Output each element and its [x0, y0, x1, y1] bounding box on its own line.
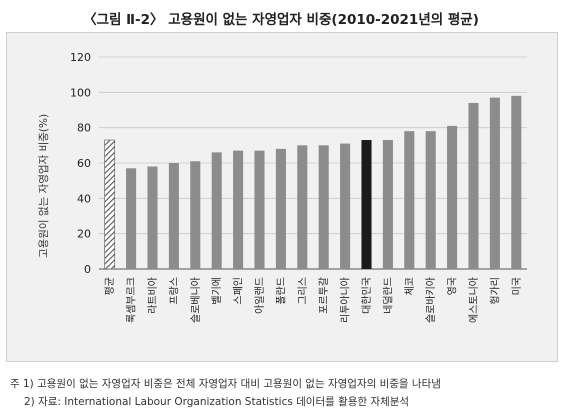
x-tick-label: 프랑스: [168, 277, 180, 305]
x-tick-label: 슬로바키아: [425, 277, 437, 323]
bar: [104, 139, 116, 270]
x-tick-label: 룩셈부르크: [126, 277, 138, 323]
x-tick-label: 에스토니아: [468, 277, 480, 323]
bar: [126, 168, 137, 269]
y-tick-label: 60: [77, 157, 91, 170]
bar: [233, 150, 244, 269]
y-tick-label: 80: [77, 122, 91, 135]
bar: [275, 148, 286, 269]
bar: [447, 125, 458, 270]
bar: [147, 166, 158, 269]
y-tick-label: 40: [77, 192, 91, 205]
bar: [382, 140, 393, 269]
x-tick-label: 스페인: [233, 277, 245, 305]
x-tick-label: 아일랜드: [254, 277, 266, 314]
bar: [468, 102, 479, 269]
y-axis-label: 고용원이 없는 자영업자 비중(%): [37, 114, 50, 258]
x-tick-label: 슬로베니아: [190, 277, 202, 323]
bar: [168, 163, 179, 269]
bar: [190, 161, 201, 269]
x-tick-label: 영국: [447, 277, 459, 295]
bar: [318, 145, 329, 269]
x-tick-label: 포르투갈: [317, 277, 330, 314]
x-tick-label: 대한민국: [361, 277, 373, 314]
bar-chart: 0 20 40 60 80 100 120 평균 룩셈부르크 라트비아 프랑스 슬로베니아 벨기에 스페…: [37, 51, 527, 323]
bar: [404, 131, 415, 269]
bar: [425, 131, 436, 269]
footnote-1: 주 1) 고용원이 없는 자영업자 비중은 전체 자영업자 대비 고용원이 없는…: [10, 378, 441, 390]
x-tick-label: 체코: [404, 277, 416, 295]
x-tick-label: 평균: [104, 277, 116, 295]
y-tick-label: 20: [77, 228, 91, 241]
bar: [361, 140, 372, 269]
bar: [340, 143, 351, 269]
bar: [511, 95, 522, 269]
x-tick-label: 네덜란드: [382, 277, 394, 314]
x-tick-label: 헝가리: [489, 277, 501, 305]
x-tick-label: 폴란드: [275, 277, 287, 305]
x-tick-label: 라트비아: [147, 277, 159, 314]
x-tick-label: 리투아니아: [340, 277, 352, 323]
bar: [297, 145, 308, 269]
y-tick-label: 120: [70, 51, 91, 64]
x-tick-label: 벨기에: [211, 277, 223, 305]
x-tick-label: 미국: [511, 277, 523, 295]
bar: [489, 97, 500, 269]
chart-title: 〈그림 Ⅱ-2〉 고용원이 없는 자영업자 비중(2010-2021년의 평균): [83, 12, 479, 28]
x-tick-label: 그리스: [297, 277, 309, 305]
chart-panel: 0 20 40 60 80 100 120 평균 룩셈부르크 라트비아 프랑스 슬로베니아 벨기에 스페…: [6, 32, 558, 362]
bar: [211, 152, 222, 269]
y-tick-label: 0: [84, 263, 91, 276]
footnote-2: 2) 자료: International Labour Organization…: [24, 396, 410, 408]
bar: [254, 150, 265, 269]
y-tick-label: 100: [70, 86, 91, 99]
